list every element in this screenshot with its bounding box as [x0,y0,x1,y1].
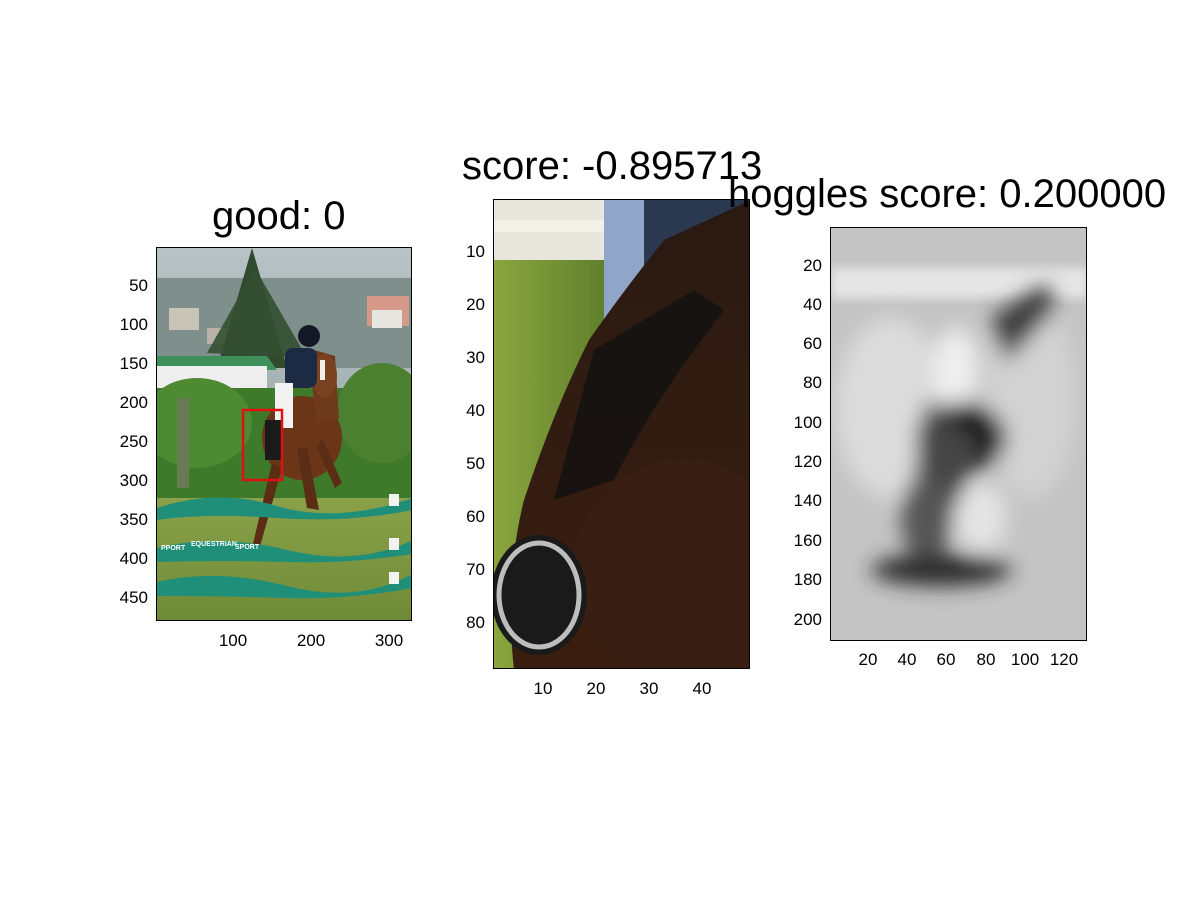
full-image-panel: PPORT EQUESTRIAN SPORT [156,247,412,621]
detection-box [241,408,284,482]
panel-3-title: hoggles score: 0.200000 [728,172,1167,216]
panel-3-xtick: 40 [897,650,917,669]
horse-jump-photo: PPORT EQUESTRIAN SPORT [157,248,411,620]
panel-2-ytick: 50 [466,454,485,473]
panel-3-ytick: 180 [793,570,822,589]
panel-3-ytick: 140 [793,491,822,510]
panel-2-xtick: 10 [533,679,553,698]
panel-1-xtick: 300 [374,631,404,650]
panel-3-ytick: 60 [803,334,822,353]
panel-3-xtick: 120 [1049,650,1079,669]
panel-2-ytick: 60 [466,507,485,526]
panel-3-ytick: 100 [793,413,822,432]
panel-3-xtick: 20 [858,650,878,669]
panel-1-ytick: 350 [119,510,148,529]
panel-2-ytick: 40 [466,401,485,420]
panel-1-ytick: 100 [119,315,148,334]
panel-1-ytick: 400 [119,549,148,568]
panel-1-xtick: 100 [218,631,248,650]
sign-text-3: SPORT [235,544,260,551]
panel-1-xtick: 200 [296,631,326,650]
panel-3-ytick: 40 [803,295,822,314]
panel-1-ytick: 200 [119,393,148,412]
panel-3-ytick: 80 [803,373,822,392]
panel-2-xtick: 40 [692,679,712,698]
panel-2-title: score: -0.895713 [462,144,763,188]
panel-2-ytick: 10 [466,242,485,261]
panel-2-ytick: 80 [466,613,485,632]
hoggles-visualization [831,228,1086,640]
sign-text-2: EQUESTRIAN [191,541,237,548]
sign-text-1: PPORT [161,545,186,552]
panel-3-xtick: 100 [1010,650,1040,669]
panel-1-ytick: 50 [129,276,148,295]
panel-2-xtick: 30 [639,679,659,698]
crop-panel [493,199,750,669]
panel-2-ytick: 30 [466,348,485,367]
panel-1-ytick: 300 [119,471,148,490]
panel-1-ytick: 250 [119,432,148,451]
panel-2-ytick: 20 [466,295,485,314]
cropped-patch [494,200,749,668]
panel-3-xtick: 80 [976,650,996,669]
hoggles-panel [830,227,1087,641]
panel-3-ytick: 20 [803,256,822,275]
panel-1-ytick: 150 [119,354,148,373]
panel-2-ytick: 70 [466,560,485,579]
panel-1-title: good: 0 [212,194,346,238]
panel-3-xtick: 60 [936,650,956,669]
panel-3-ytick: 200 [793,610,822,629]
panel-3-ytick: 160 [793,531,822,550]
panel-3-ytick: 120 [793,452,822,471]
panel-1-ytick: 450 [119,588,148,607]
panel-2-xtick: 20 [586,679,606,698]
